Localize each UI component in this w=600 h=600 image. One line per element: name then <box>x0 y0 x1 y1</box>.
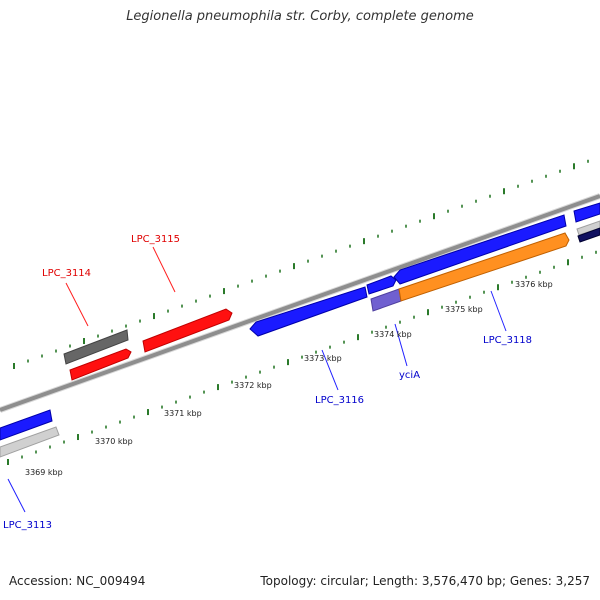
leader-lpc-3118 <box>490 290 507 332</box>
gene-lpc-3116-arrow[interactable] <box>249 286 368 337</box>
tick-label-3370: 3370 kbp <box>95 437 133 446</box>
gene-label-lpc-3116[interactable]: LPC_3116 <box>315 395 364 406</box>
gene-lpc-3115-arrow[interactable] <box>142 308 233 353</box>
tick-label-3375: 3375 kbp <box>445 305 483 314</box>
leader-lpc-3115 <box>152 246 176 293</box>
tick-label-3376: 3376 kbp <box>515 280 553 289</box>
gene-lpc-3114b-arrow[interactable] <box>69 348 132 381</box>
leader-lpc-3114 <box>65 282 89 327</box>
leader-lpc-3113 <box>7 478 26 513</box>
tick-label-3374: 3374 kbp <box>374 330 412 339</box>
genome-summary-text: Topology: circular; Length: 3,576,470 bp… <box>260 574 590 588</box>
gene-right-gray-arrow[interactable] <box>576 220 600 236</box>
genome-backbone-core <box>0 194 600 412</box>
map-title: Legionella pneumophila str. Corby, compl… <box>126 9 474 24</box>
inner-tick-track <box>7 250 597 465</box>
leader-lpc-3116 <box>321 349 339 391</box>
gene-label-lpc-3118[interactable]: LPC_3118 <box>483 335 532 346</box>
gene-lpc-3117-arrow[interactable] <box>393 214 567 285</box>
gene-lpc-3118-arrow[interactable] <box>398 232 570 302</box>
gene-lpc-3113-arrow[interactable] <box>0 409 53 441</box>
gene-label-yciA[interactable]: yciA <box>399 370 420 381</box>
gene-right-navy-arrow[interactable] <box>577 227 600 243</box>
leader-yciA <box>394 323 408 367</box>
gene-lpc-3114-arrow[interactable] <box>63 329 129 365</box>
outer-tick-track <box>13 159 589 369</box>
gene-label-lpc-3115[interactable]: LPC_3115 <box>131 234 180 245</box>
tick-label-3369: 3369 kbp <box>25 468 63 477</box>
accession-text: Accession: NC_009494 <box>9 574 146 588</box>
gene-label-lpc-3114[interactable]: LPC_3114 <box>42 268 91 279</box>
tick-label-3372: 3372 kbp <box>234 381 272 390</box>
tick-label-3371: 3371 kbp <box>164 409 202 418</box>
gene-right-blue-arrow[interactable] <box>573 202 600 223</box>
gene-label-lpc-3113[interactable]: LPC_3113 <box>3 520 52 531</box>
gene-small-forward-arrow[interactable] <box>366 275 397 295</box>
gene-left-gray-arrow[interactable] <box>0 426 60 458</box>
tick-label-3373: 3373 kbp <box>304 354 342 363</box>
